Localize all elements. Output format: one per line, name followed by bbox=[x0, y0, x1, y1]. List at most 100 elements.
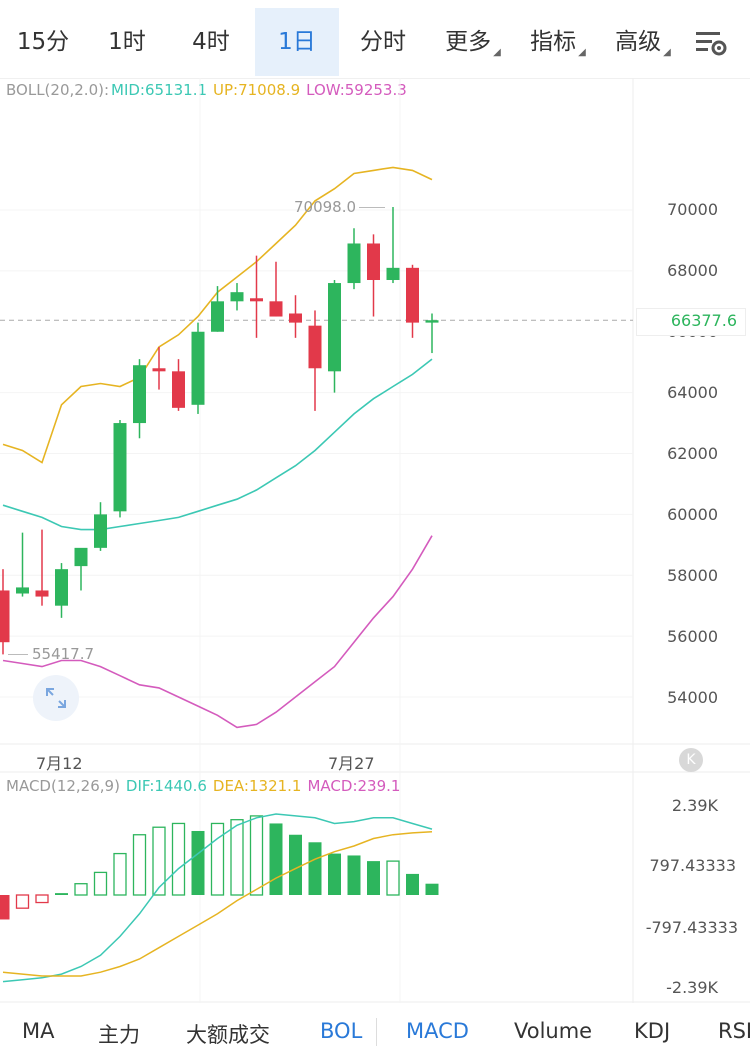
tab-kdj[interactable]: KDJ bbox=[634, 1019, 671, 1043]
tab-4h[interactable]: 4时 bbox=[192, 29, 230, 55]
low-price-marker: 55417.7 bbox=[8, 645, 94, 663]
candle-body bbox=[133, 365, 146, 424]
price-tick: 68000 bbox=[667, 261, 718, 280]
macd-histogram-bar bbox=[113, 852, 127, 896]
tab-15m[interactable]: 15分 bbox=[16, 29, 70, 55]
boll-name: BOLL(20,2.0): bbox=[6, 81, 110, 99]
macd-histogram-bar bbox=[308, 842, 322, 895]
macd-histogram-bar bbox=[74, 883, 88, 896]
macd-tick: -797.43333 bbox=[645, 918, 738, 937]
candle-body bbox=[74, 547, 88, 567]
macd-dea: DEA:1321.1 bbox=[212, 777, 302, 795]
candle-body bbox=[347, 243, 361, 284]
candle-body bbox=[211, 301, 224, 332]
price-tick: 70000 bbox=[667, 200, 718, 219]
boll-mid: MID:65131.1 bbox=[111, 81, 208, 99]
high-price-value: 70098.0 bbox=[294, 198, 357, 216]
chart-settings-icon[interactable] bbox=[694, 28, 730, 58]
macd-histogram-bar bbox=[406, 873, 419, 895]
macd-histogram-bar bbox=[289, 834, 302, 895]
candle-body bbox=[406, 267, 419, 323]
tab-large-trades[interactable]: 大额成交 bbox=[186, 1023, 270, 1047]
price-chart[interactable] bbox=[0, 0, 750, 1003]
macd-histogram-bar bbox=[249, 815, 264, 896]
candle-body bbox=[308, 325, 322, 369]
tab-indicators-label: 指标 bbox=[530, 29, 577, 55]
price-tick: 60000 bbox=[667, 505, 718, 524]
expand-arrows-icon bbox=[46, 688, 66, 708]
date-label: 7月27 bbox=[328, 754, 375, 773]
macd-tick: -2.39K bbox=[666, 978, 718, 997]
candle-body bbox=[113, 423, 127, 512]
macd-legend: MACD(12,26,9) DIF:1440.6 DEA:1321.1 MACD:23… bbox=[6, 777, 406, 795]
high-price-marker: 70098.0 bbox=[294, 198, 386, 216]
tab-macd[interactable]: MACD bbox=[406, 1019, 469, 1043]
tab-1h[interactable]: 1时 bbox=[108, 29, 146, 55]
macd-histogram-bar bbox=[425, 883, 439, 895]
tab-main-force[interactable]: 主力 bbox=[98, 1023, 140, 1047]
macd-histogram-bar bbox=[55, 893, 68, 895]
price-tick: 58000 bbox=[667, 566, 718, 585]
macd-histogram-bar bbox=[171, 822, 186, 896]
candle-body bbox=[230, 292, 244, 302]
macd-histogram-bar bbox=[152, 826, 166, 896]
scroll-to-latest-button[interactable]: K bbox=[679, 748, 703, 772]
macd-histogram-bar bbox=[191, 830, 205, 895]
candle-body bbox=[16, 587, 29, 594]
timeframe-toolbar: 15分 1时 4时 1日 分时 更多 ◢ 指标 ◢ 高级 ◢ bbox=[0, 0, 750, 79]
indicator-tabs: MA 主力 大额成交 BOL MACD Volume KDJ RSI bbox=[0, 1003, 750, 1063]
macd-histogram-bar bbox=[15, 894, 30, 909]
price-tick: 62000 bbox=[667, 444, 718, 463]
candle-body bbox=[152, 368, 166, 372]
candle-body bbox=[94, 514, 107, 548]
candle-body bbox=[250, 298, 263, 302]
skip-end-icon: K bbox=[686, 752, 696, 768]
tab-more-label: 更多 bbox=[445, 29, 492, 55]
tab-1d[interactable]: 1日 bbox=[255, 8, 339, 76]
dropdown-triangle-icon: ◢ bbox=[578, 47, 586, 58]
tab-advanced[interactable]: 高级 ◢ bbox=[606, 8, 680, 76]
macd-tick: 797.43333 bbox=[649, 856, 736, 875]
candle-body bbox=[269, 301, 283, 317]
macd-histogram-bar bbox=[210, 822, 225, 896]
tab-bol[interactable]: BOL bbox=[320, 1019, 363, 1043]
macd-histogram-bar bbox=[328, 853, 341, 895]
boll-lower-line bbox=[2, 535, 433, 729]
tab-timeshare[interactable]: 分时 bbox=[360, 29, 406, 55]
macd-dif: DIF:1440.6 bbox=[125, 777, 207, 795]
macd-histogram-bar bbox=[230, 819, 244, 896]
fullscreen-button[interactable] bbox=[33, 675, 79, 721]
date-label: 7月12 bbox=[36, 754, 83, 773]
price-tick: 54000 bbox=[667, 688, 718, 707]
macd-histogram-bar bbox=[367, 861, 380, 895]
candle-body bbox=[172, 371, 185, 408]
macd-value: MACD:239.1 bbox=[307, 777, 401, 795]
macd-histogram-bar bbox=[386, 860, 400, 896]
candle-body bbox=[367, 243, 380, 281]
candle-body bbox=[35, 590, 49, 597]
macd-name: MACD(12,26,9) bbox=[6, 777, 120, 795]
candle-body bbox=[289, 313, 302, 323]
current-price-value: 66377.6 bbox=[670, 311, 737, 330]
tab-indicators[interactable]: 指标 ◢ bbox=[521, 8, 595, 76]
tab-more[interactable]: 更多 ◢ bbox=[436, 8, 510, 76]
macd-dea-line bbox=[2, 830, 433, 977]
macd-tick: 2.39K bbox=[671, 796, 718, 815]
macd-histogram-bar bbox=[269, 823, 283, 895]
dropdown-triangle-icon: ◢ bbox=[493, 47, 501, 58]
boll-low: LOW:59253.3 bbox=[306, 81, 407, 99]
tab-volume[interactable]: Volume bbox=[514, 1019, 593, 1043]
candle-body bbox=[386, 267, 400, 281]
tab-advanced-label: 高级 bbox=[615, 29, 662, 55]
tab-rsi[interactable]: RSI bbox=[718, 1019, 750, 1043]
macd-histogram-bar bbox=[93, 871, 108, 896]
current-price-tag: 66377.6 bbox=[636, 308, 746, 336]
candle-body bbox=[328, 283, 341, 372]
price-tick: 64000 bbox=[667, 383, 718, 402]
candle-body bbox=[191, 331, 205, 405]
boll-mid-line bbox=[2, 358, 433, 531]
macd-histogram-bar bbox=[35, 894, 49, 904]
tab-ma[interactable]: MA bbox=[22, 1019, 55, 1043]
macd-histogram-bar bbox=[347, 855, 361, 895]
price-tick: 56000 bbox=[667, 627, 718, 646]
